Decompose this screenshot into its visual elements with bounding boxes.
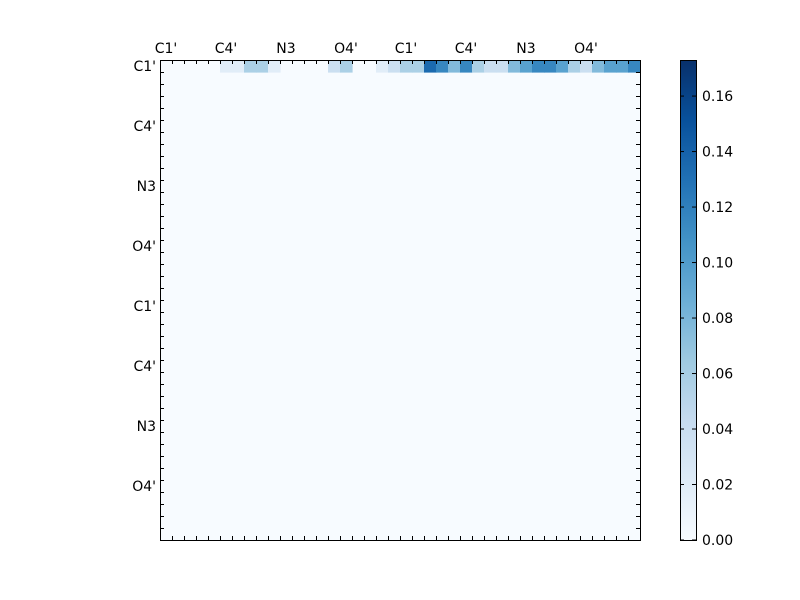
heatmap-cell (340, 60, 353, 73)
colorbar-tick-label: 0.00 (702, 533, 733, 549)
colorbar-tick-label: 0.08 (702, 311, 733, 327)
y-tick-label: N3 (137, 419, 156, 435)
x-tick-label: O4' (334, 41, 358, 57)
y-tick-label: C1' (133, 299, 156, 315)
x-tick-label: N3 (276, 41, 295, 57)
heatmap-cell (256, 60, 269, 73)
heatmap-cell (400, 60, 413, 73)
heatmap-cell (556, 60, 569, 73)
heatmap-cell (220, 60, 233, 73)
x-tick-label: N3 (516, 41, 535, 57)
heatmap-cell (436, 60, 449, 73)
heatmap-cell (460, 60, 473, 73)
y-tick-label: C4' (133, 119, 156, 135)
colorbar-tick-label: 0.12 (702, 200, 733, 216)
heatmap-cell (496, 60, 509, 73)
colorbar-tick-label: 0.14 (702, 145, 733, 161)
heatmap-cell (532, 60, 545, 73)
x-tick-label: C1' (395, 41, 418, 57)
x-tick-label: C4' (215, 41, 238, 57)
heatmap-cell (616, 60, 629, 73)
y-tick-label: O4' (132, 479, 156, 495)
x-tick-label: C1' (155, 41, 178, 57)
heatmap-cell (244, 60, 257, 73)
y-tick-label: C1' (133, 59, 156, 75)
heatmap-cell (568, 60, 581, 73)
colorbar-tick-label: 0.16 (702, 89, 733, 105)
heatmap-cell (448, 60, 461, 73)
heatmap-cell (424, 60, 437, 73)
heatmap-cell (412, 60, 425, 73)
y-tick-label: O4' (132, 239, 156, 255)
heatmap-cells (160, 60, 641, 540)
heatmap-background (160, 60, 640, 540)
heatmap-cell (580, 60, 593, 73)
heatmap-cell (268, 60, 281, 73)
heatmap-cell (484, 60, 497, 73)
heatmap-cell (472, 60, 485, 73)
colorbar-tick-label: 0.10 (702, 256, 733, 272)
heatmap-cell (628, 60, 641, 73)
y-tick-label: C4' (133, 359, 156, 375)
heatmap-cell (604, 60, 617, 73)
colorbar-tick-label: 0.02 (702, 478, 733, 494)
heatmap-cell (388, 60, 401, 73)
y-tick-labels: C1' C4' N3 O4' C1' C4' N3 O4' (132, 59, 156, 495)
x-tick-label: O4' (574, 41, 598, 57)
heatmap-cell (232, 60, 245, 73)
heatmap-cell (508, 60, 521, 73)
colorbar-tick-label: 0.04 (702, 422, 733, 438)
colorbar-ticks: 0.00 0.02 0.04 0.06 0.08 0.10 0.12 0.14 0.16 (680, 89, 733, 549)
heatmap-cell (592, 60, 605, 73)
x-tick-label: C4' (455, 41, 478, 57)
x-tick-labels: C1' C4' N3 O4' C1' C4' N3 O4' (155, 41, 598, 57)
heatmap-cell (544, 60, 557, 73)
colorbar-tick-label: 0.06 (702, 367, 733, 383)
y-tick-label: N3 (137, 179, 156, 195)
heatmap-cell (328, 60, 341, 73)
heatmap-cell (376, 60, 389, 73)
axis-ticks (160, 60, 641, 541)
colorbar (680, 60, 697, 541)
heatmap-cell (520, 60, 533, 73)
